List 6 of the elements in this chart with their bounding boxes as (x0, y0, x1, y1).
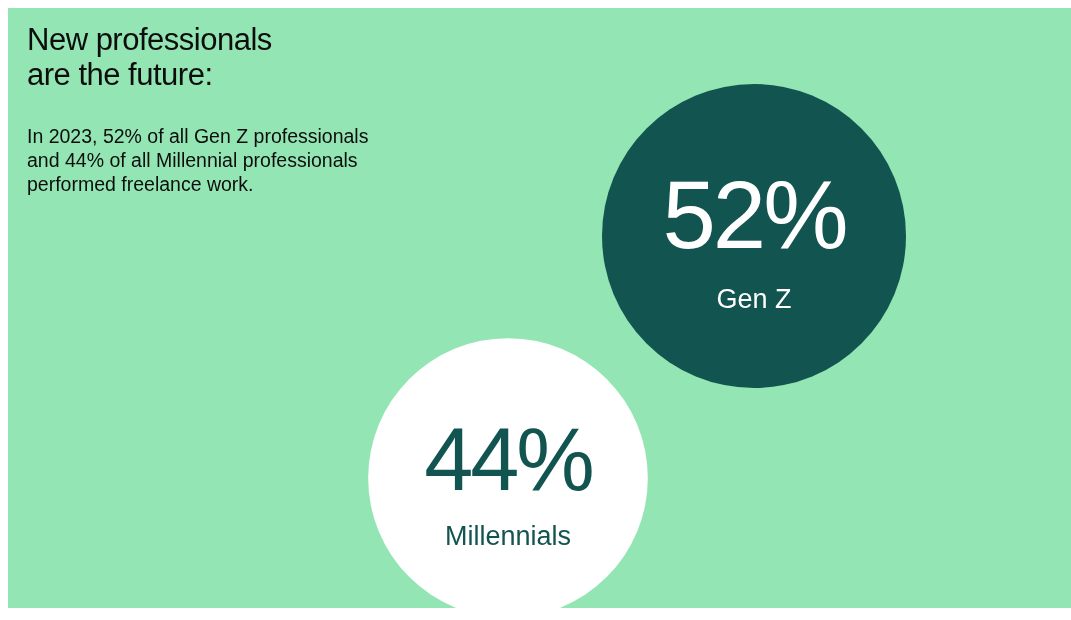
category-label: Millennials (444, 521, 572, 552)
category-label: Gen Z (716, 284, 792, 314)
text: In 2023, 52% of all Gen Z professionals and 44% of all Millennial professionals performed freelance work. (27, 124, 370, 196)
data-label: 52% (662, 161, 846, 268)
data-label: 44% (424, 410, 593, 509)
text: New professionals are the future: (27, 22, 273, 92)
